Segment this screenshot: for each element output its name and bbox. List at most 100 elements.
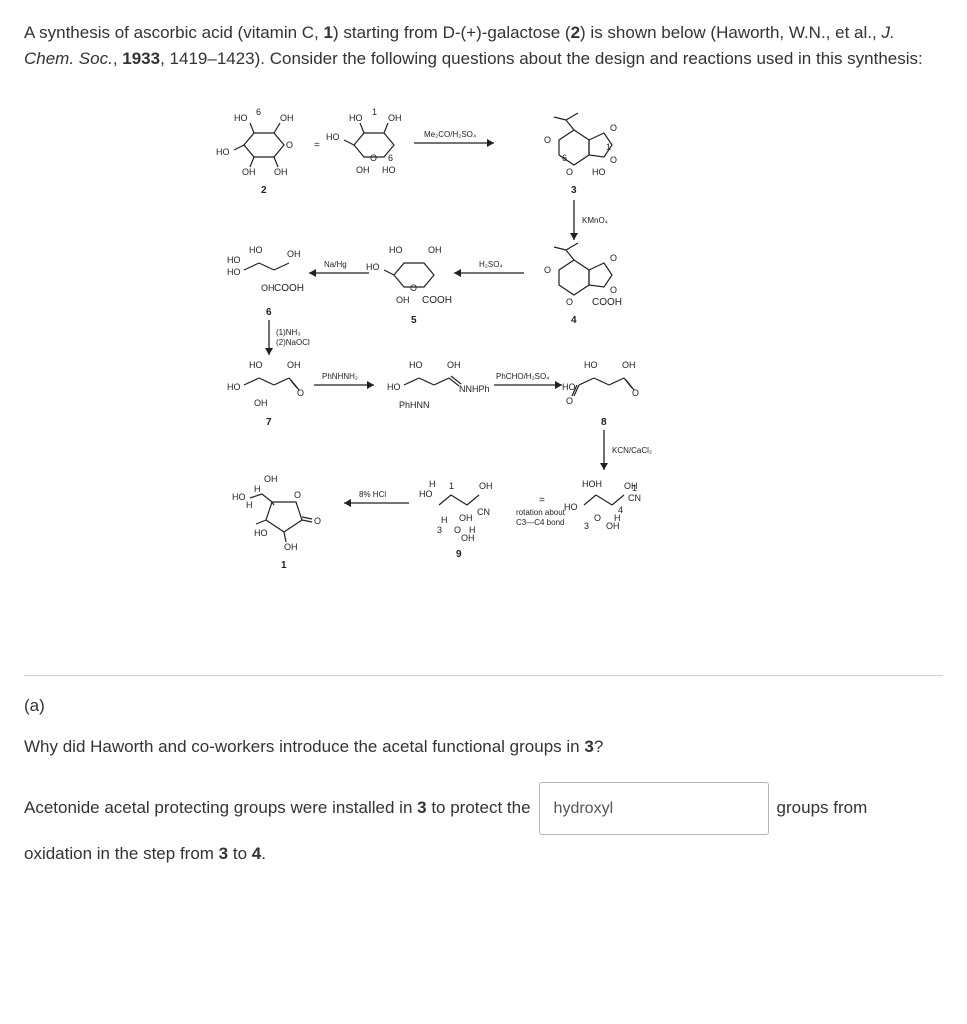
svg-text:HO: HO <box>389 245 403 255</box>
svg-text:6: 6 <box>256 107 261 117</box>
answer-text: groups from <box>777 789 868 826</box>
svg-text:HO: HO <box>254 528 268 538</box>
svg-text:9: 9 <box>456 549 462 560</box>
svg-text:O: O <box>632 388 639 398</box>
svg-text:H: H <box>429 479 436 489</box>
answer-text: Acetonide acetal protecting groups were … <box>24 789 531 826</box>
svg-text:HO: HO <box>382 165 396 175</box>
svg-text:O: O <box>286 140 293 150</box>
answer-line-1: Acetonide acetal protecting groups were … <box>24 782 943 835</box>
svg-text:OH: OH <box>606 521 620 531</box>
svg-text:O: O <box>297 388 304 398</box>
svg-text:(1)NH₃: (1)NH₃ <box>276 328 301 337</box>
compound-ref: 1 <box>324 23 333 42</box>
compound-ref: 2 <box>571 23 580 42</box>
svg-text:OH: OH <box>461 533 475 543</box>
svg-text:C3—C4 bond: C3—C4 bond <box>516 518 564 527</box>
svg-text:O: O <box>566 396 573 406</box>
intro-text: , 1419–1423). Consider the following que… <box>160 49 923 68</box>
svg-text:4: 4 <box>618 505 623 515</box>
svg-text:OH: OH <box>459 513 473 523</box>
svg-text:O: O <box>610 253 617 263</box>
compound-ref: 4 <box>252 844 261 863</box>
answer-input[interactable]: hydroxyl <box>539 782 769 835</box>
svg-text:HO: HO <box>227 382 241 392</box>
svg-text:O: O <box>566 297 573 307</box>
synthesis-scheme: O HO OH OH HO OH 6 2 = O HO HO OH OH H <box>24 95 943 645</box>
svg-text:HO: HO <box>366 262 380 272</box>
svg-text:COOH: COOH <box>422 295 452 306</box>
svg-text:HO: HO <box>564 502 578 512</box>
svg-text:HO: HO <box>562 382 576 392</box>
svg-text:6: 6 <box>266 307 272 318</box>
svg-text:8% HCl: 8% HCl <box>359 490 386 499</box>
svg-text:HO: HO <box>419 489 433 499</box>
svg-text:2: 2 <box>261 185 267 196</box>
svg-text:3: 3 <box>437 525 442 535</box>
svg-text:1: 1 <box>449 481 454 491</box>
svg-text:O: O <box>370 153 377 163</box>
svg-text:HO: HO <box>387 382 401 392</box>
svg-text:HO: HO <box>227 267 241 277</box>
svg-text:KCN/CaCl₂: KCN/CaCl₂ <box>612 446 652 455</box>
svg-text:OH: OH <box>479 481 493 491</box>
intro-paragraph: A synthesis of ascorbic acid (vitamin C,… <box>24 20 943 71</box>
svg-text:OH: OH <box>280 113 294 123</box>
compound-ref: 3 <box>584 737 593 756</box>
svg-text:O: O <box>314 516 321 526</box>
svg-text:OH: OH <box>356 165 370 175</box>
svg-text:PhCHO/H₂SO₄: PhCHO/H₂SO₄ <box>496 372 550 381</box>
svg-text:OH: OH <box>264 474 278 484</box>
svg-text:=: = <box>314 140 320 151</box>
svg-text:HO: HO <box>349 113 363 123</box>
svg-text:O: O <box>566 167 573 177</box>
compound-ref: 3 <box>219 844 228 863</box>
svg-text:6: 6 <box>388 153 393 163</box>
svg-text:KMnO₄: KMnO₄ <box>582 216 608 225</box>
svg-text:OH: OH <box>396 295 410 305</box>
svg-text:O: O <box>294 490 301 500</box>
svg-text:3: 3 <box>571 185 577 196</box>
svg-text:H: H <box>254 484 261 494</box>
svg-text:OH: OH <box>287 360 301 370</box>
svg-text:CN: CN <box>477 507 490 517</box>
answer-line-2: oxidation in the step from 3 to 4. <box>24 841 943 867</box>
svg-text:HOH: HOH <box>582 479 602 489</box>
svg-text:H: H <box>246 500 253 510</box>
svg-text:O: O <box>544 135 551 145</box>
svg-text:1: 1 <box>281 560 287 571</box>
svg-text:OH: OH <box>274 167 288 177</box>
svg-text:rotation about: rotation about <box>516 508 566 517</box>
intro-text: ) is shown below (Haworth, W.N., et al., <box>580 23 881 42</box>
svg-text:HO: HO <box>326 132 340 142</box>
svg-text:O: O <box>610 285 617 295</box>
intro-text: , <box>113 49 122 68</box>
compound-ref: 3 <box>417 798 426 817</box>
svg-text:5: 5 <box>411 315 417 326</box>
year: 1933 <box>122 49 160 68</box>
part-label: (a) <box>24 696 943 716</box>
reaction-scheme-svg: O HO OH OH HO OH 6 2 = O HO HO OH OH H <box>184 95 784 645</box>
svg-text:Me₂CO/H₂SO₄: Me₂CO/H₂SO₄ <box>424 130 476 139</box>
svg-text:OH: OH <box>284 542 298 552</box>
question-text: ? <box>594 737 603 756</box>
question-text: Why did Haworth and co-workers introduce… <box>24 737 584 756</box>
svg-text:NNHPh: NNHPh <box>459 384 490 394</box>
svg-text:COOH: COOH <box>274 283 304 294</box>
svg-text:O: O <box>610 155 617 165</box>
svg-text:O: O <box>610 123 617 133</box>
svg-text:OH: OH <box>622 360 636 370</box>
svg-text:OH: OH <box>428 245 442 255</box>
intro-text: A synthesis of ascorbic acid (vitamin C, <box>24 23 324 42</box>
svg-text:(2)NaOCl: (2)NaOCl <box>276 338 310 347</box>
svg-text:HO: HO <box>409 360 423 370</box>
svg-text:1: 1 <box>372 107 377 117</box>
svg-text:7: 7 <box>266 417 272 428</box>
intro-text: ) starting from D-(+)-galactose ( <box>333 23 571 42</box>
svg-text:PhNHNH₂: PhNHNH₂ <box>322 372 358 381</box>
svg-text:=: = <box>539 495 545 506</box>
section-divider <box>24 675 943 676</box>
svg-text:8: 8 <box>601 417 607 428</box>
svg-text:PhHNN: PhHNN <box>399 400 430 410</box>
svg-text:Na/Hg: Na/Hg <box>324 260 347 269</box>
